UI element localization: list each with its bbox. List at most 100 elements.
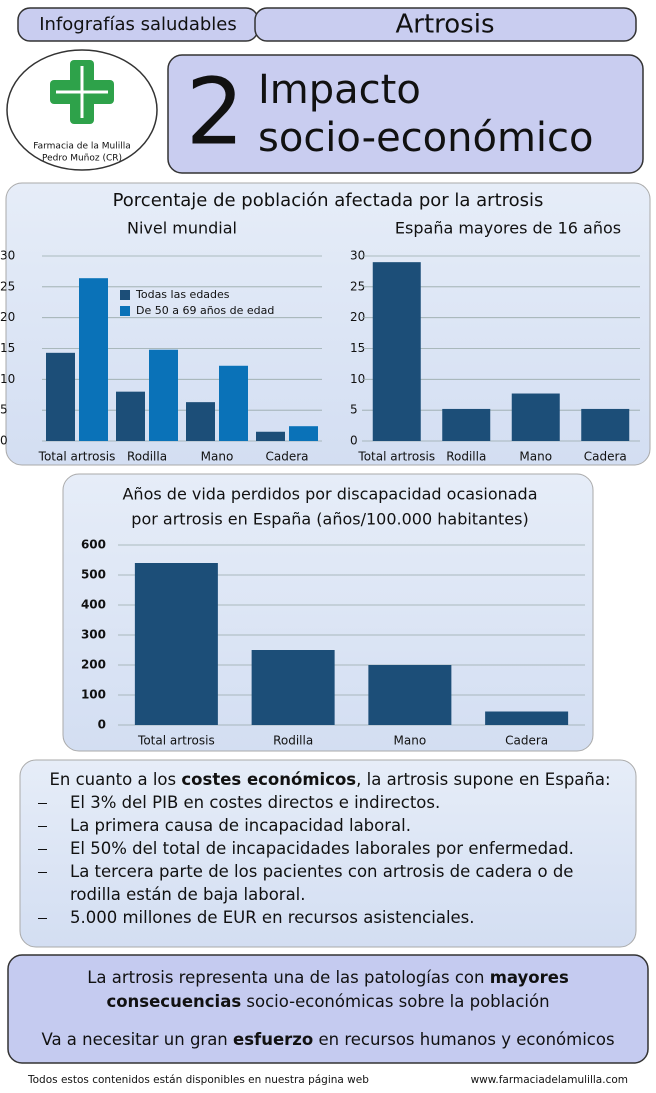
y-tick-label: 10 [0,372,15,386]
y-tick-label: 10 [350,372,365,386]
bar [79,278,108,441]
cost-text: El 3% del PIB en costes directos e indir… [70,793,441,812]
cost-item: La primera causa de incapacidad laboral. [34,814,626,837]
title-box [167,54,644,174]
text: , la artrosis supone en España: [356,770,611,789]
y-tick-label: 5 [350,403,358,417]
logo-cross [50,60,114,124]
x-tick-label: Cadera [265,450,308,464]
bar [511,393,560,441]
bar [219,365,248,441]
x-tick-label: Rodilla [273,734,313,748]
cost-text: La tercera parte de los pacientes con ar… [70,862,574,904]
bar [134,563,218,725]
bar [485,711,569,725]
title: Impacto [258,67,421,113]
text: socio-económicas sobre la población [241,992,550,1011]
bar [368,665,452,725]
cost-text: 5.000 millones de EUR en recursos asiste… [70,908,475,927]
cost-text: La primera causa de incapacidad laboral. [70,816,411,835]
bar [372,262,421,441]
y-tick-label: 20 [0,310,15,324]
legend-swatch [120,306,130,316]
legend-swatch [120,290,130,300]
cost-item: El 50% del total de incapacidades labora… [34,837,626,860]
y-tick-label: 300 [81,628,106,642]
y-tick-label: 100 [81,688,106,702]
x-tick-label: Total artrosis [357,450,435,464]
x-tick-label: Cadera [505,734,548,748]
bullet-dash [38,803,47,804]
topic: Artrosis [395,10,494,40]
y-tick-label: 600 [81,538,106,552]
costs-text: En cuanto a los costes económicos, la ar… [34,768,626,929]
x-tick-label: Mano [519,450,552,464]
y-tick-label: 400 [81,598,106,612]
emphasis: costes económicos [181,770,357,789]
y-tick-label: 20 [350,310,365,324]
chart-title: España mayores de 16 años [395,219,621,238]
bar [186,402,215,441]
cost-item: La tercera parte de los pacientes con ar… [34,860,626,906]
y-tick-label: 0 [0,434,8,448]
legend-label: Todas las edades [135,288,230,301]
cost-item: El 3% del PIB en costes directos e indir… [34,791,626,814]
y-tick-label: 5 [0,403,8,417]
bar [256,431,285,441]
bullet-dash [38,849,47,850]
chart-title: por artrosis en España (años/100.000 hab… [131,510,528,529]
y-tick-label: 500 [81,568,106,582]
bullet-dash [38,826,47,827]
text: La artrosis representa una de las patolo… [87,968,490,987]
emphasis: mayores consecuencias [106,968,569,1011]
y-tick-label: 15 [0,341,15,355]
legend-label: De 50 a 69 años de edad [136,304,274,317]
x-tick-label: Total artrosis [38,450,116,464]
y-tick-label: 15 [350,341,365,355]
y-tick-label: 30 [0,249,15,263]
y-tick-label: 25 [350,279,365,293]
logo-text: Farmacia de la Mulilla [33,142,131,152]
x-tick-label: Cadera [584,450,627,464]
bar [46,352,75,441]
topic-pill [254,7,637,42]
conclusion-paragraph: La artrosis representa una de las patolo… [20,966,636,1014]
x-tick-label: Mano [201,450,234,464]
conclusion-paragraph: Va a necesitar un gran esfuerzo en recur… [20,1028,636,1052]
footer-text: Todos estos contenidos están disponibles… [27,1074,369,1086]
series-label: Infografías saludables [39,14,237,35]
bar [442,408,491,441]
bar [581,408,630,441]
costs-intro: En cuanto a los costes económicos, la ar… [34,768,626,791]
cost-text: El 50% del total de incapacidades labora… [70,839,574,858]
cost-item: 5.000 millones de EUR en recursos asiste… [34,906,626,929]
cost-list: El 3% del PIB en costes directos e indir… [34,791,626,929]
x-tick-label: Rodilla [127,450,167,464]
chapter-number: 2 [186,58,245,165]
bar [116,391,145,441]
x-tick-label: Total artrosis [137,734,215,748]
logo-text: Pedro Muñoz (CR) [42,154,122,164]
y-tick-label: 25 [0,279,15,293]
y-tick-label: 0 [98,718,106,732]
emphasis: esfuerzo [233,1030,314,1049]
chart-title: Nivel mundial [127,219,237,238]
bar [289,426,318,441]
bar [251,650,335,725]
conclusion-text: La artrosis representa una de las patolo… [20,966,636,1066]
bullet-dash [38,918,47,919]
y-tick-label: 0 [350,434,358,448]
y-tick-label: 200 [81,658,106,672]
conclusion-box [7,954,649,1064]
text: Va a necesitar un gran [41,1030,234,1049]
text: en recursos humanos y económicos [313,1030,615,1049]
y-tick-label: 30 [350,249,365,263]
text: En cuanto a los [49,770,182,789]
panel-title: Porcentaje de población afectada por la … [113,190,544,211]
footer-url: www.farmaciadelamulilla.com [471,1074,628,1086]
bullet-dash [38,872,47,873]
panel [19,759,637,948]
chart-title: Años de vida perdidos por discapacidad o… [122,485,537,504]
